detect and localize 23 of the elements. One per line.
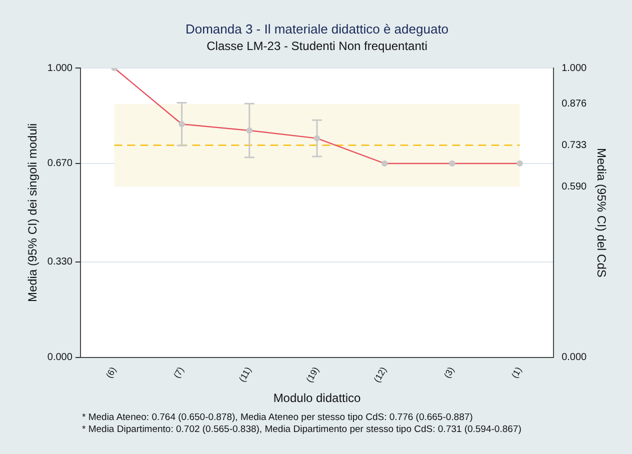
x-tick-label: (7) xyxy=(172,365,186,380)
x-tick-label: (6) xyxy=(104,365,118,380)
y-axis-title: Media (95% CI) dei singoli moduli xyxy=(26,123,40,302)
chart-subtitle: Classe LM-23 - Studenti Non frequentanti xyxy=(206,39,428,54)
y-tick-label: 1.000 xyxy=(47,62,73,74)
y2-tick-label: 0.733 xyxy=(562,140,588,152)
y2-tick-label: 1.000 xyxy=(562,62,588,74)
x-tick-label: (11) xyxy=(236,365,254,384)
y2-axis-title: Media (95% CI) del CdS xyxy=(594,148,608,278)
y-tick-label: 0.330 xyxy=(47,256,73,268)
y-tick-label: 0.670 xyxy=(47,158,73,170)
x-tick-label: (1) xyxy=(510,365,524,380)
x-axis-title: Modulo didattico xyxy=(273,391,362,406)
text: * Media Ateneo: 0.764 (0.650-0.878), Media Ateneo per stesso tipo CdS: 0.776 (0.665-0.887) xyxy=(82,412,474,424)
x-tick-label: (3) xyxy=(442,365,456,380)
y2-tick-label: 0.876 xyxy=(562,98,588,110)
x-tick-label: (12) xyxy=(372,365,388,384)
y2-tick-label: 0.000 xyxy=(562,352,588,364)
y2-tick-label: 0.590 xyxy=(562,181,588,192)
text: * Media Dipartimento: 0.702 (0.565-0.838), Media Dipartimento per stesso tipo CdS: 0.731 (0.594-0.867) xyxy=(82,424,522,436)
x-tick-label: (19) xyxy=(304,365,321,384)
chart-title: Domanda 3 - Il materiale didattico è adeguato xyxy=(185,21,449,36)
y-tick-label: 0.000 xyxy=(47,352,73,364)
